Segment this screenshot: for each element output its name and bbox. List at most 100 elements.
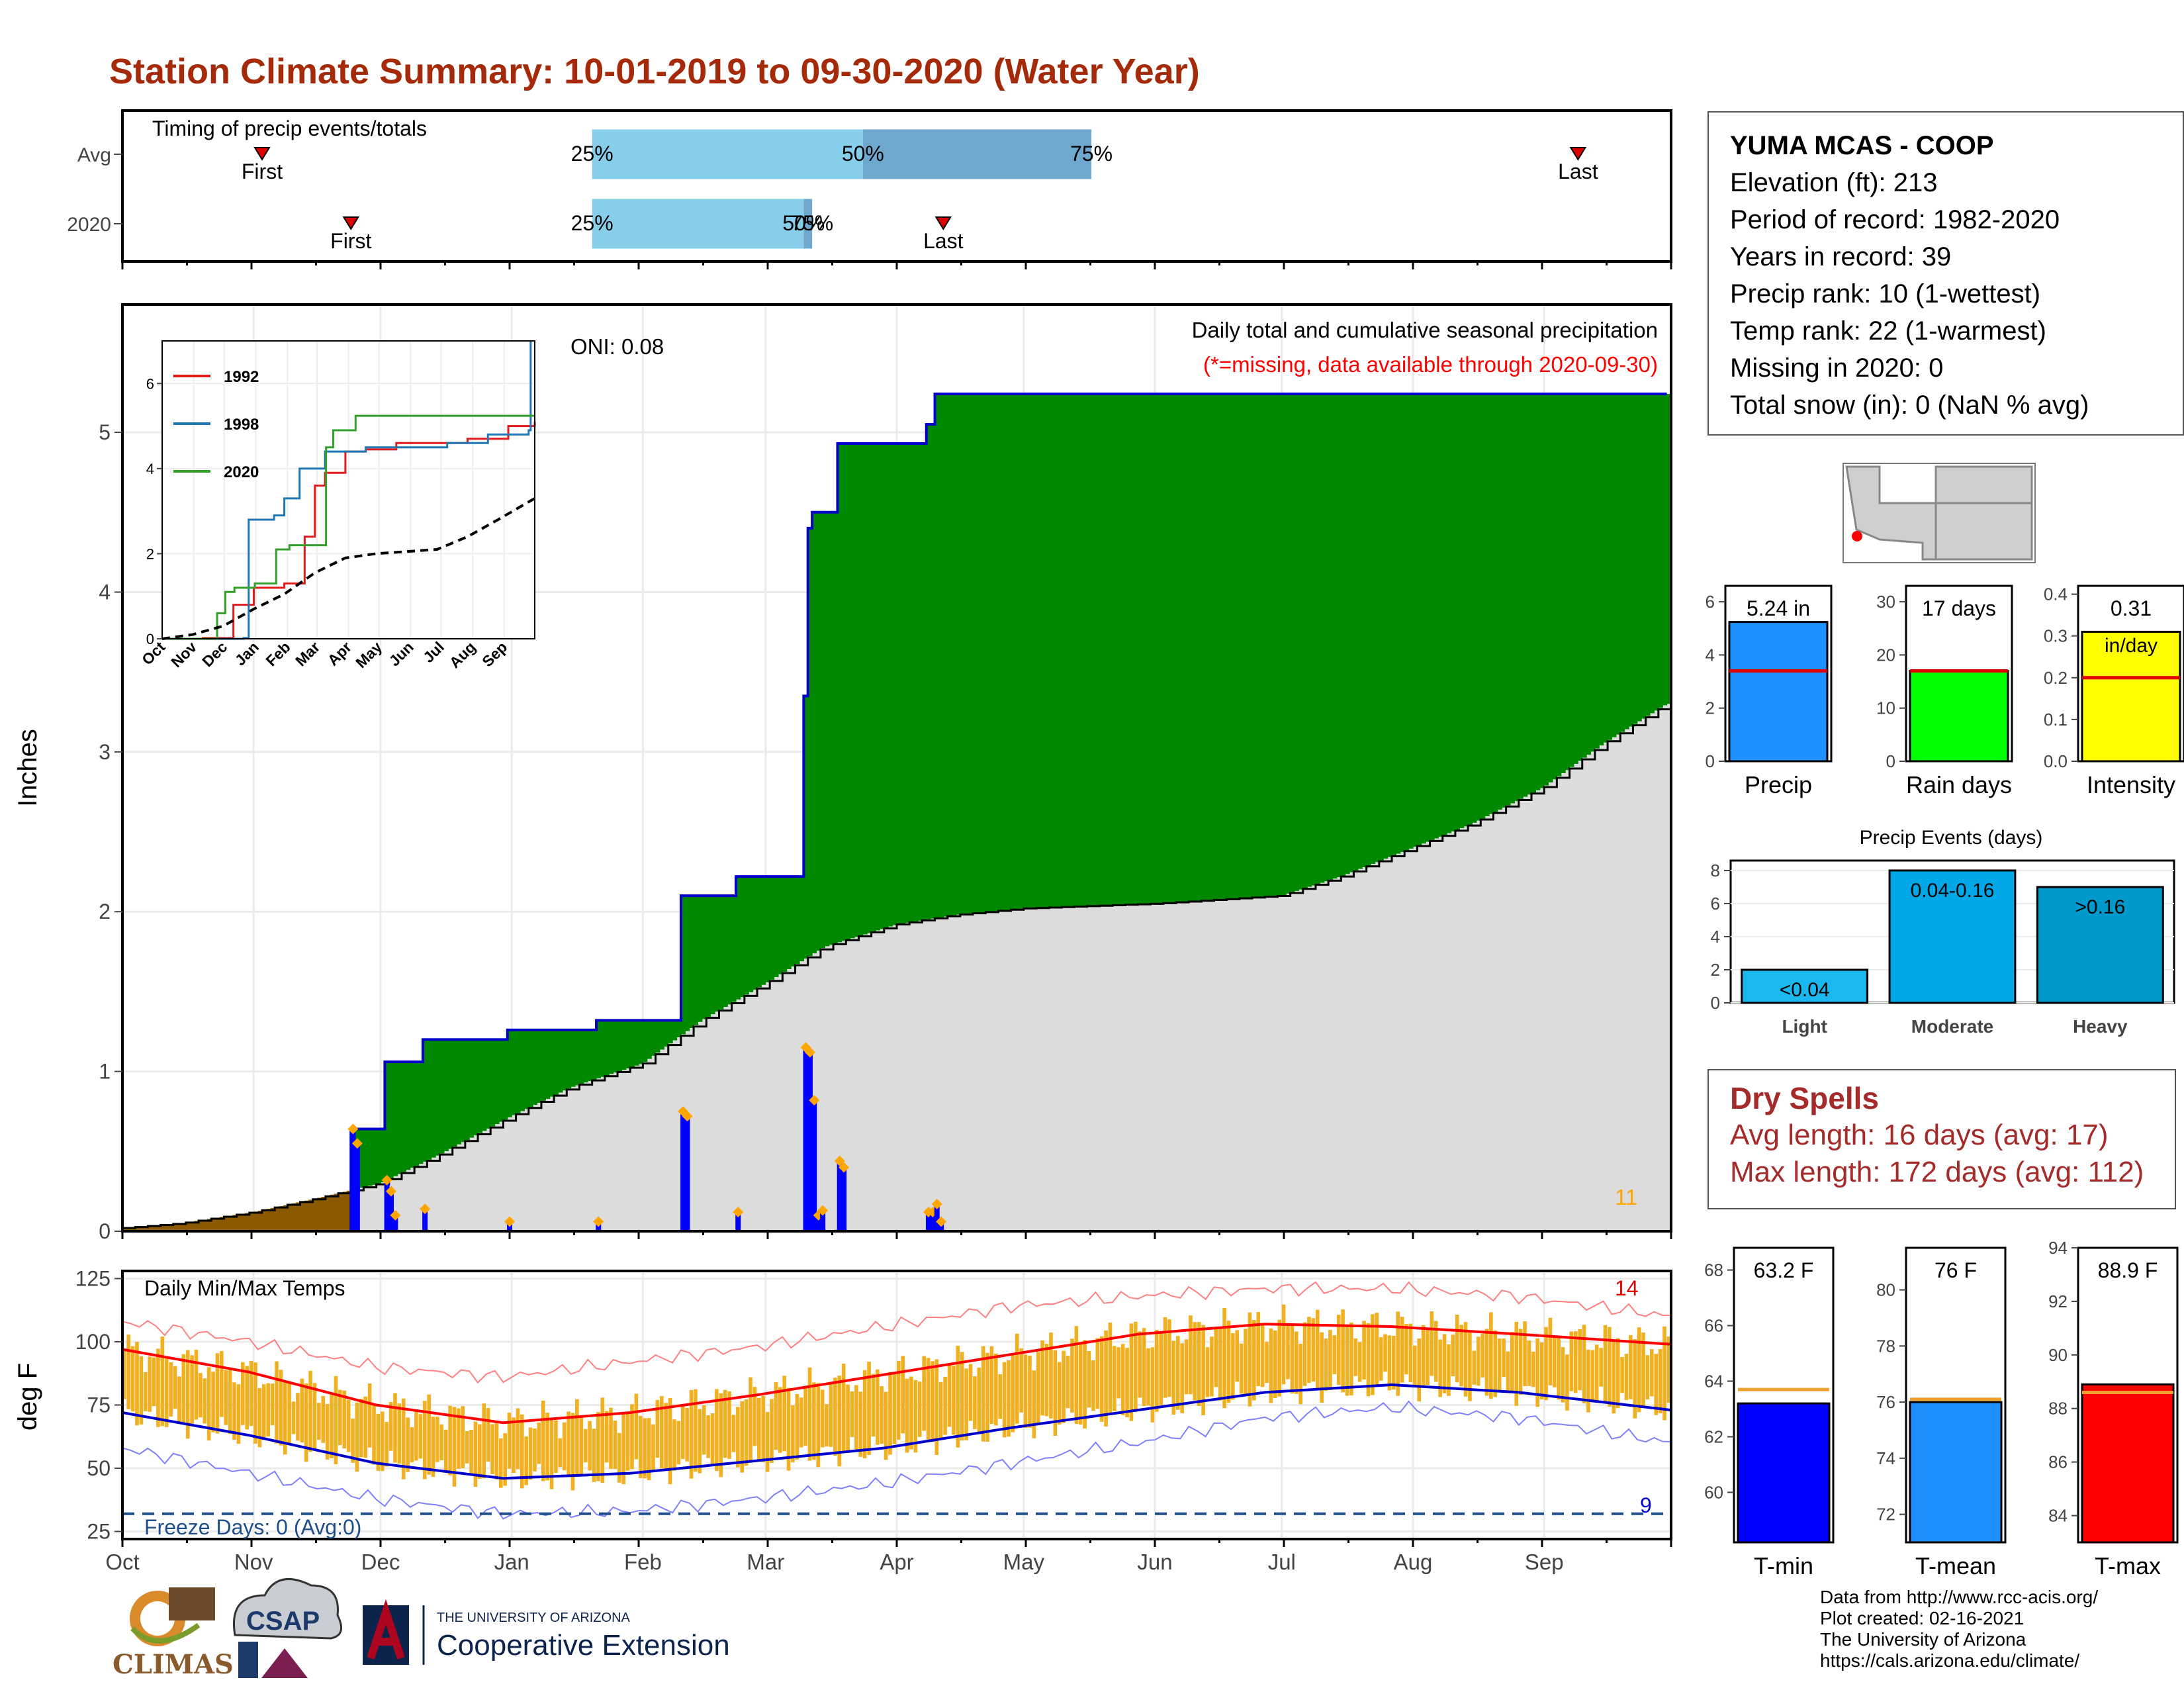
timing-p75-label: 75% (791, 211, 833, 235)
daily-temp-range-bar (342, 1390, 347, 1449)
daily-temp-range-bar (795, 1393, 799, 1460)
month-label: Sep (1525, 1550, 1564, 1574)
cold-count: 9 (1640, 1493, 1652, 1517)
daily-temp-range-bar (1637, 1327, 1641, 1413)
daily-temp-range-bar (1650, 1349, 1654, 1397)
daily-precip-marker (682, 1111, 693, 1122)
daily-temp-range-bar (871, 1374, 876, 1437)
dry-spells-max: Max length: 172 days (avg: 112) (1730, 1156, 2144, 1188)
daily-temp-range-bar (736, 1407, 740, 1468)
daily-temp-range-bar (1608, 1327, 1612, 1407)
summary-bar-tick-label: 0.0 (2044, 751, 2068, 771)
summary-bar (1909, 1401, 2003, 1544)
precip-cumulative-line (122, 393, 1667, 1233)
station-location-dot (1852, 531, 1862, 541)
summary-bar-name: Rain days (1906, 771, 2012, 798)
daily-temp-range-bar (283, 1380, 287, 1455)
daily-temp-range-bar (1539, 1342, 1544, 1400)
temperature-summary-bars: 60 62 64 66 68 63.2 F T-min 72 74 76 78 80 76 F T-mea… (1704, 1238, 2179, 1579)
daily-precip-bar (841, 1167, 847, 1231)
daily-temp-range-bar (1197, 1322, 1201, 1407)
daily-temp-range-bar (279, 1370, 283, 1446)
daily-precip-bar (735, 1212, 741, 1231)
summary-bar (1728, 621, 1829, 763)
daily-precip-marker (817, 1205, 829, 1216)
daily-temp-range-bar (253, 1362, 257, 1444)
inset-legend-label: 1992 (224, 368, 259, 386)
daily-temp-range-bar (1193, 1322, 1197, 1401)
daily-temp-range-bar (676, 1421, 681, 1465)
daily-temp-range-bar (757, 1397, 761, 1461)
daily-temp-range-bar (1561, 1347, 1565, 1403)
summary-bar-value-label: 63.2 F (1754, 1258, 1814, 1282)
summary-bar-name: T-mean (1915, 1552, 1996, 1579)
inset-series-line (161, 497, 536, 640)
station-info-line: Precip rank: 10 (1-wettest) (1730, 279, 2041, 308)
daily-temp-range-bar (181, 1354, 186, 1425)
daily-temp-range-bar (1383, 1334, 1387, 1372)
data-credits: Data from http://www.rcc-acis.org/ Plot … (1820, 1587, 2098, 1671)
timing-bar-50-75 (803, 199, 813, 249)
daily-temp-range-bar (457, 1408, 461, 1469)
events-bar (1741, 968, 1869, 1004)
daily-temp-range-bar (1324, 1338, 1328, 1391)
daily-temp-range-bar (1277, 1319, 1282, 1397)
daily-precip-bar (837, 1160, 842, 1231)
daily-temp-range-bar (1612, 1340, 1616, 1414)
daily-temp-range-bar (639, 1415, 643, 1478)
daily-temp-range-bar (807, 1367, 812, 1461)
summary-bar-tick-label: 64 (1704, 1372, 1723, 1391)
daily-temp-range-bar (1400, 1317, 1404, 1383)
summary-bar-value-label: 88.9 F (2098, 1258, 2158, 1282)
daily-temp-range-bar (1353, 1338, 1358, 1376)
daily-precip-marker (593, 1216, 604, 1227)
daily-temp-range-bar (363, 1396, 368, 1458)
daily-temp-range-bar (1392, 1335, 1396, 1390)
daily-temp-range-bar (135, 1342, 139, 1426)
daily-temp-range-bar (414, 1411, 418, 1461)
daily-temp-range-bar (613, 1421, 617, 1470)
daily-precip-marker (351, 1138, 363, 1149)
daily-temp-range-bar (1036, 1352, 1040, 1424)
page-title: Station Climate Summary: 10-01-2019 to 0… (109, 52, 1200, 91)
daily-temp-range-bar (1387, 1335, 1392, 1391)
summary-bar-tick-label: 4 (1706, 645, 1715, 665)
daily-temp-range-bar (473, 1421, 478, 1487)
daily-temp-range-bar (567, 1411, 570, 1475)
daily-temp-range-bar (533, 1428, 537, 1472)
daily-temp-range-bar (435, 1417, 439, 1462)
inset-legend-label: 1998 (224, 416, 259, 434)
daily-temp-range-bar (837, 1376, 842, 1467)
average-min-line (122, 1383, 1672, 1480)
daily-precip-marker (390, 1209, 401, 1221)
station-info-line: Years in record: 39 (1730, 242, 1952, 271)
daily-precip-marker (420, 1203, 431, 1215)
daily-temp-range-bar (1447, 1344, 1451, 1396)
daily-temp-range-bar (1480, 1333, 1484, 1378)
daily-temp-range-bar (1095, 1338, 1100, 1409)
events-y-tick-label: 2 (1711, 960, 1720, 980)
daily-temp-range-bar (922, 1356, 926, 1431)
daily-temp-range-bar (600, 1397, 605, 1483)
first-event-label: First (242, 160, 283, 183)
daily-temp-range-bar (494, 1422, 499, 1479)
daily-temp-range-bar (998, 1374, 1003, 1419)
daily-temp-range-bar (211, 1372, 215, 1432)
daily-temp-range-bar (715, 1389, 719, 1472)
daily-temp-range-bar (761, 1395, 766, 1462)
daily-temp-range-bar (1091, 1360, 1095, 1411)
precip-corner-count: 11 (1615, 1185, 1637, 1209)
daily-temp-range-bar (461, 1406, 465, 1469)
daily-temp-range-bar (381, 1411, 385, 1472)
station-info-line: Missing in 2020: 0 (1730, 353, 1944, 383)
inset-series-line (162, 341, 532, 640)
inset-y-tick-label: 0 (146, 631, 154, 647)
daily-temp-range-bar (719, 1393, 723, 1477)
timing-bar-50-75 (862, 129, 1092, 179)
daily-temp-range-bar (854, 1385, 858, 1451)
daily-temp-range-bar (427, 1394, 431, 1475)
daily-temp-range-bar (1396, 1311, 1400, 1396)
daily-temp-range-bar (1645, 1355, 1650, 1400)
daily-temp-range-bar (199, 1373, 203, 1418)
